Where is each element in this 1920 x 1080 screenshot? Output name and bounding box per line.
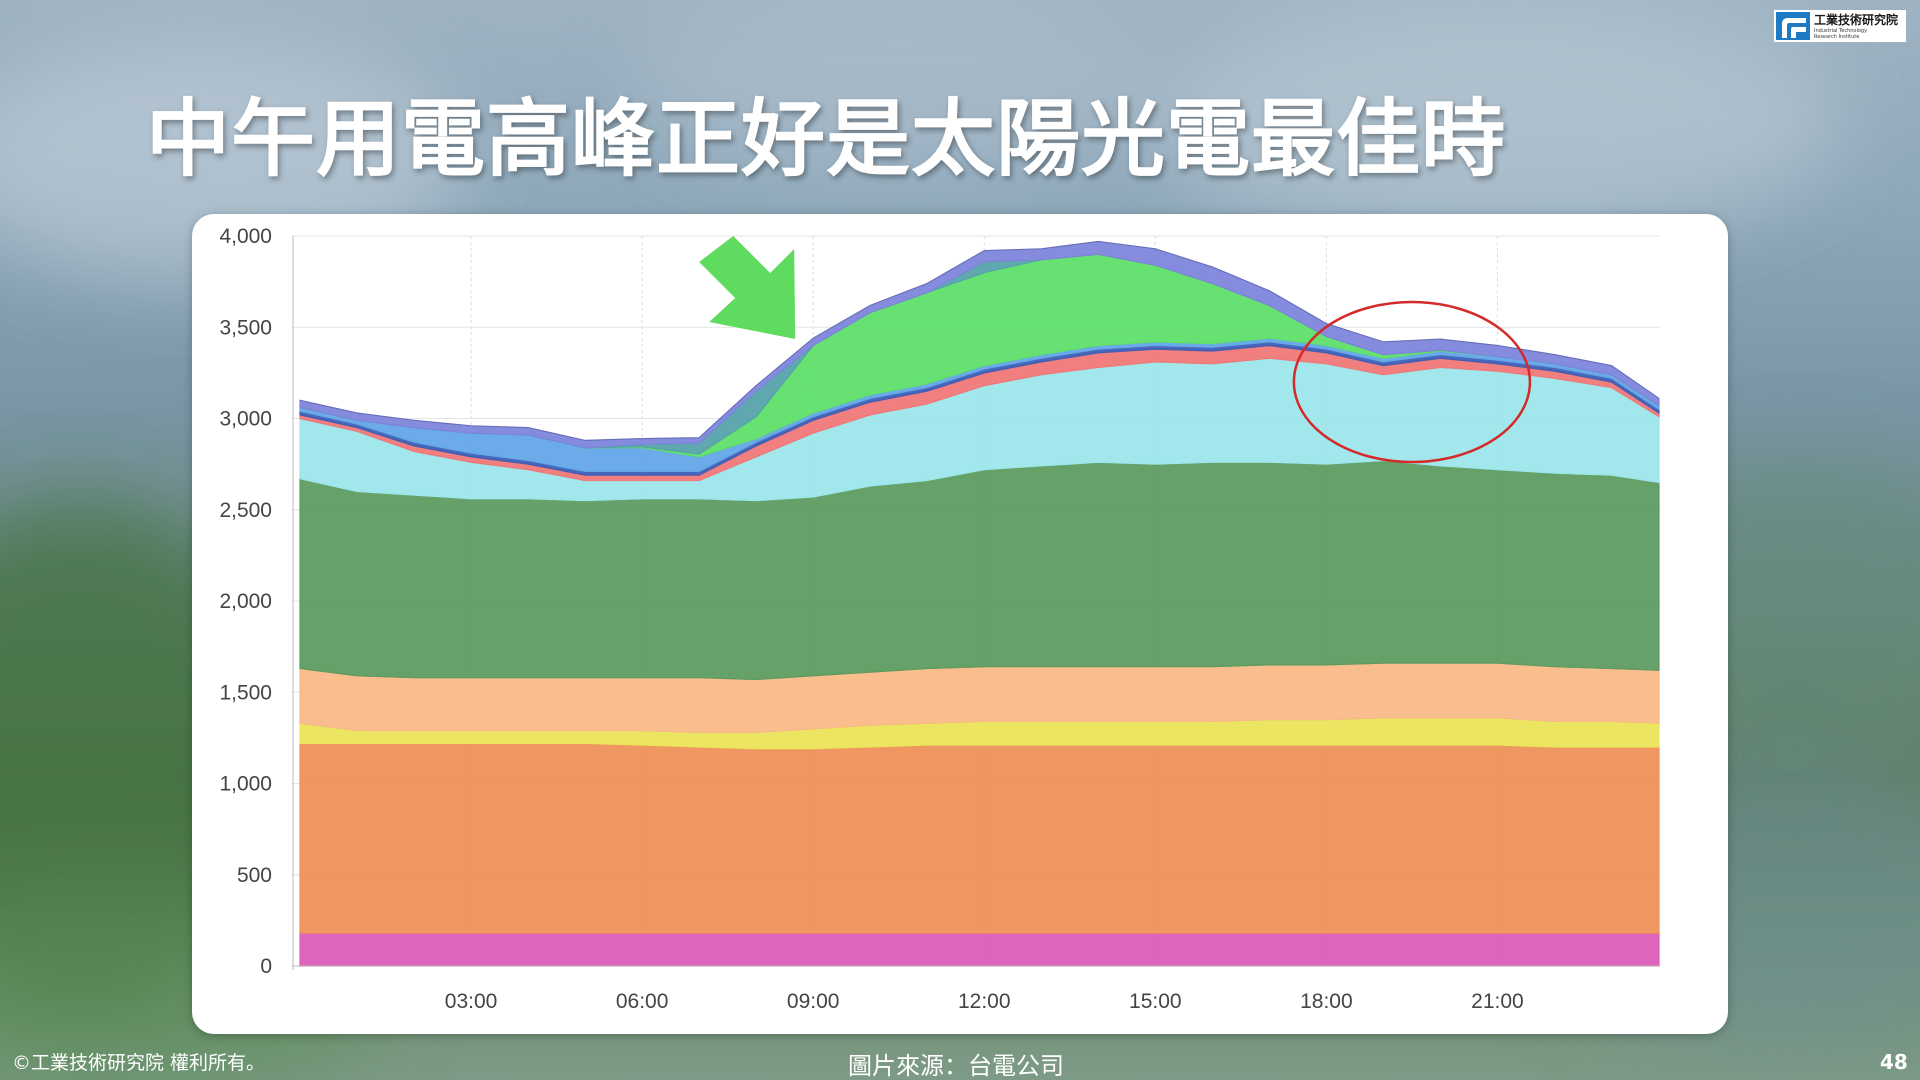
area-layer	[299, 240, 1660, 967]
x-tick-label: 15:00	[1129, 990, 1182, 1013]
x-tick-label: 21:00	[1471, 990, 1524, 1013]
x-tick-label: 03:00	[445, 990, 498, 1013]
annotation-layer	[699, 236, 1532, 464]
y-tick-label: 2,000	[219, 590, 272, 613]
stacked-area-chart: 4,000 3,500 3,000 2,500 2,000 1,500 1,000 500 0 0…	[219, 225, 1660, 1013]
y-tick-label: 2,500	[219, 499, 272, 522]
x-tick-label: 09:00	[787, 990, 840, 1013]
chart-card: 4,000 3,500 3,000 2,500 2,000 1,500 1,000 500 0 0…	[192, 214, 1728, 1034]
y-tick-label: 500	[237, 864, 272, 887]
area-series-2	[299, 742, 1660, 934]
logo-name-en-line1: Industrial Technology	[1814, 28, 1868, 34]
x-tick-label: 12:00	[958, 990, 1011, 1013]
copyright-notice: ©工業技術研究院 權利所有。	[12, 1052, 266, 1074]
logo-name-en-line2: Research Institute	[1814, 34, 1860, 40]
itri-logo-mark-icon	[1776, 12, 1810, 40]
y-tick-label: 4,000	[219, 225, 272, 248]
page-number: 48	[1880, 1050, 1908, 1074]
itri-logo: 工業技術研究院 Industrial Technology Research I…	[1774, 10, 1906, 42]
axis-layer: 4,000 3,500 3,000 2,500 2,000 1,500 1,000 500 0 0…	[219, 225, 1660, 1013]
x-tick-label: 06:00	[616, 990, 669, 1013]
image-source: 圖片來源：台電公司	[848, 1052, 1064, 1080]
area-series-12	[299, 240, 1660, 449]
highlight-arrow-icon	[699, 236, 796, 339]
y-tick-label: 1,500	[219, 681, 272, 704]
highlight-ellipse	[1292, 300, 1532, 464]
y-tick-label: 3,000	[219, 408, 272, 431]
slide-title: 中午用電高峰正好是太陽光電最佳時	[146, 90, 1507, 188]
y-tick-label: 3,500	[219, 316, 272, 339]
x-tick-label: 18:00	[1300, 990, 1353, 1013]
area-series-12-edge	[299, 240, 1660, 441]
logo-name-cn: 工業技術研究院	[1814, 13, 1899, 27]
y-tick-label: 0	[260, 955, 272, 978]
area-series-1	[299, 932, 1660, 967]
y-tick-label: 1,000	[219, 773, 272, 796]
